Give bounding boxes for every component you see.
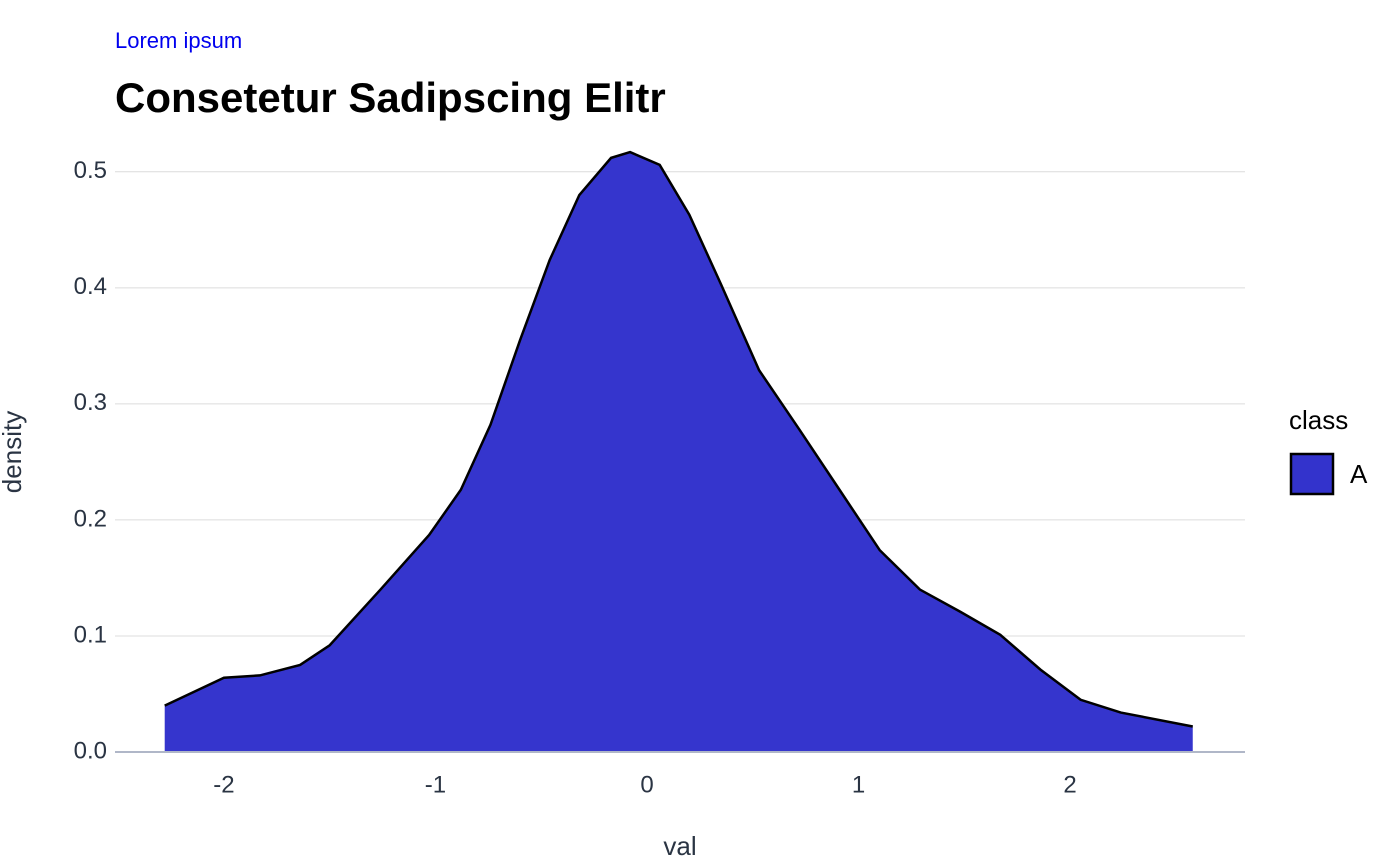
x-tick-label: 2 [1063,771,1076,798]
y-tick-label: 0.1 [74,621,107,648]
x-tick-label: 1 [852,771,865,798]
x-tick-label: -2 [213,771,234,798]
x-tick-label: 0 [640,771,653,798]
y-tick-label: 0.0 [74,737,107,764]
chart-subtitle: Lorem ipsum [115,28,242,53]
y-tick-label: 0.3 [74,389,107,416]
y-tick-label: 0.4 [74,273,107,300]
density-line [164,150,1193,728]
legend-label: A [1350,459,1368,489]
y-tick-label: 0.2 [74,505,107,532]
density-area [164,152,1193,752]
legend-title: class [1289,405,1348,435]
y-axis-label: density [0,411,27,493]
x-tick-label: -1 [425,771,446,798]
legend-swatch [1289,452,1335,496]
chart-title: Consetetur Sadipscing Elitr [115,74,666,121]
x-axis-label: val [663,831,696,861]
y-tick-label: 0.5 [74,157,107,184]
